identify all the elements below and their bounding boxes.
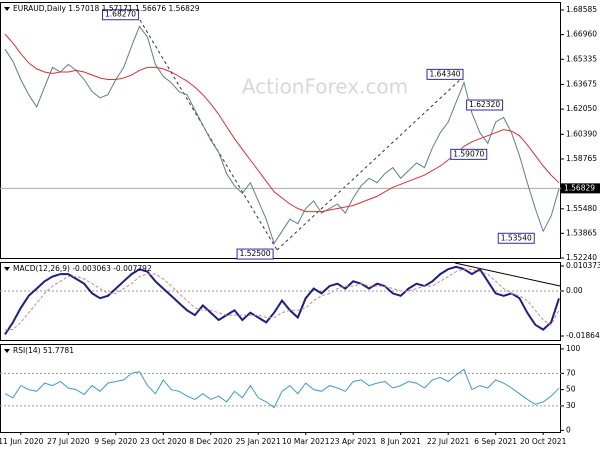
annotation-label: 1.68270 (105, 10, 136, 19)
x-tick-label: 6 Sep 2021 (474, 437, 517, 446)
series-line (4, 33, 560, 213)
x-tick-label: 22 Jul 2021 (427, 437, 470, 446)
y-tick-label: 70 (566, 368, 576, 377)
x-tick-label: 9 Sep 2020 (94, 437, 137, 446)
y-tick-label: 30 (566, 401, 576, 410)
x-tick-label: 27 Jul 2020 (47, 437, 90, 446)
series-line (4, 265, 560, 335)
annotation-box (236, 248, 274, 260)
y-tick-label: -0.018643 (566, 331, 600, 340)
trend-line (276, 77, 463, 251)
x-tick-label: 11 Jun 2020 (0, 437, 44, 446)
y-tick-label: 1.58765 (566, 154, 597, 163)
panel-frame (0, 2, 561, 259)
y-tick-label: 1.52240 (566, 253, 597, 262)
x-tick-label: 10 Mar 2021 (282, 437, 330, 446)
panel-title: RSI(14) 51.7781 (13, 346, 74, 355)
annotation-box (466, 99, 504, 111)
x-tick-label: 23 Oct 2020 (140, 437, 187, 446)
annotation-label: 1.62320 (469, 100, 500, 109)
y-tick-label: 0.00 (566, 286, 583, 295)
annotation-label: 1.59070 (453, 149, 484, 158)
annotation-box (426, 68, 464, 80)
watermark: ActionForex.com (242, 75, 408, 99)
annotation-box (497, 232, 535, 244)
y-tick-label: 1.55480 (566, 204, 597, 213)
series-line (4, 25, 560, 245)
y-tick-label: 100 (566, 344, 581, 353)
y-tick-label: 1.68585 (566, 5, 597, 14)
panel-title: EURAUD,Daily 1.57018 1.57171 1.56676 1.5… (13, 4, 200, 13)
x-tick-label: 25 Jan 2021 (236, 437, 281, 446)
series-line (5, 268, 560, 331)
y-tick-label: 1.63675 (566, 79, 597, 88)
y-tick-label: 1.66960 (566, 30, 597, 39)
panel-frame (0, 262, 561, 341)
y-tick-label: 50 (566, 385, 576, 394)
y-tick-label: 1.65335 (566, 54, 597, 63)
x-tick-label: 20 Oct 2021 (520, 437, 567, 446)
annotation-box (102, 9, 140, 21)
trend-line (454, 262, 561, 287)
last-price-label: 1.56829 (564, 183, 595, 192)
x-tick-label: 8 Jun 2021 (381, 437, 422, 446)
panel-frame (0, 344, 561, 433)
series-line (4, 368, 560, 409)
title-icon (4, 7, 10, 11)
title-icon (4, 349, 10, 353)
last-price-box (561, 183, 600, 194)
x-tick-label: 8 Dec 2020 (189, 437, 232, 446)
title-icon (4, 267, 10, 271)
panel-title: MACD(12,26,9) -0.003063 -0.007792 (13, 264, 152, 273)
annotation-box (450, 148, 488, 160)
annotation-label: 1.52500 (240, 249, 271, 258)
annotation-label: 1.53540 (501, 233, 532, 242)
y-tick-label: 1.53865 (566, 228, 597, 237)
y-tick-label: 0 (566, 425, 571, 434)
x-tick-label: 23 Apr 2021 (330, 437, 377, 446)
annotation-label: 1.64340 (430, 69, 461, 78)
y-tick-label: 1.60390 (566, 129, 597, 138)
y-tick-label: 0.010373 (566, 261, 600, 270)
y-tick-label: 1.62050 (566, 104, 597, 113)
